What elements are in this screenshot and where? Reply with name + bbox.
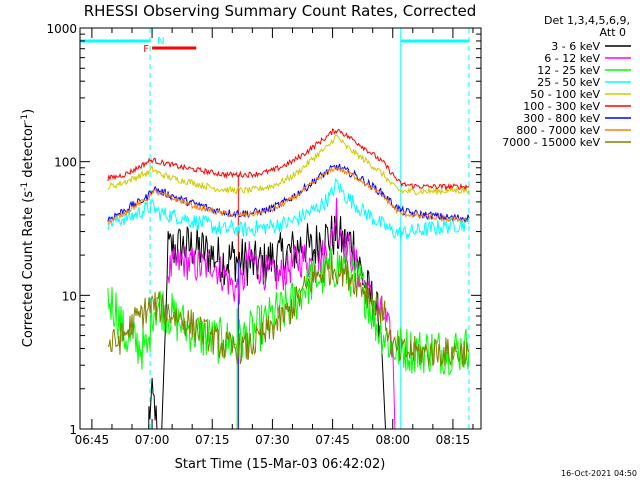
legend-label-1: 6 - 12 keV	[544, 52, 600, 65]
y-axis-label: Corrected Count Rate (s-1 detector-1)	[20, 109, 36, 347]
y-tick-label-1: 10	[62, 289, 77, 303]
y-axis-label-sup1: -1	[20, 182, 30, 191]
series-line-4	[107, 134, 470, 196]
legend-label-0: 3 - 6 keV	[551, 40, 600, 53]
x-axis-label: Start Time (15-Mar-03 06:42:02)	[175, 457, 386, 472]
legend-label-4: 50 - 100 keV	[530, 88, 600, 101]
chart-title: RHESSI Observing Summary Count Rates, Co…	[84, 2, 477, 20]
series-line-7	[107, 166, 470, 225]
series-line-8	[107, 253, 470, 368]
plot-frame	[79, 27, 482, 430]
y-tick-label-3: 1000	[46, 22, 77, 36]
y-axis-ticks: 1 10 100 1000	[46, 22, 481, 437]
legend-label-7: 800 - 7000 keV	[516, 124, 600, 137]
saa-label: N	[157, 36, 164, 47]
series-line-1	[167, 197, 396, 429]
series-line-3	[107, 178, 470, 241]
x-tick-label-1: 07:00	[135, 433, 170, 447]
y-axis-label-main: Corrected Count Rate (s	[21, 191, 36, 348]
series-line-5	[107, 127, 470, 192]
x-tick-label-6: 08:15	[436, 433, 471, 447]
x-tick-label-4: 07:45	[315, 433, 350, 447]
y-axis-label-sup2: -1	[20, 114, 30, 123]
x-tick-label-3: 07:30	[255, 433, 290, 447]
x-axis-ticks: 06:45 07:00 07:15 07:30 07:45 08:00 08:15	[75, 28, 474, 447]
legend-label-8: 7000 - 15000 keV	[502, 136, 600, 149]
y-axis-label-mid: detector	[21, 122, 36, 182]
legend-label-5: 100 - 300 keV	[523, 100, 600, 113]
x-tick-label-2: 07:15	[195, 433, 230, 447]
x-tick-label-5: 08:00	[375, 433, 410, 447]
y-tick-label-2: 100	[54, 156, 77, 170]
x-tick-label-0: 06:45	[75, 433, 110, 447]
legend-label-3: 25 - 50 keV	[537, 76, 600, 89]
legend-header-1: Att 0	[600, 26, 626, 39]
y-tick-label-0: 1	[69, 423, 77, 437]
series-lines	[107, 127, 470, 429]
legend-label-6: 300 - 800 keV	[523, 112, 600, 125]
legend-label-2: 12 - 25 keV	[537, 64, 600, 77]
flare-label: F	[143, 44, 149, 55]
night-bars: FN	[79, 36, 469, 55]
y-axis-label-end: )	[21, 109, 36, 114]
timestamp: 16-Oct-2021 04:50	[561, 469, 637, 478]
legend-header-0: Det 1,3,4,5,6,9,	[544, 14, 630, 27]
